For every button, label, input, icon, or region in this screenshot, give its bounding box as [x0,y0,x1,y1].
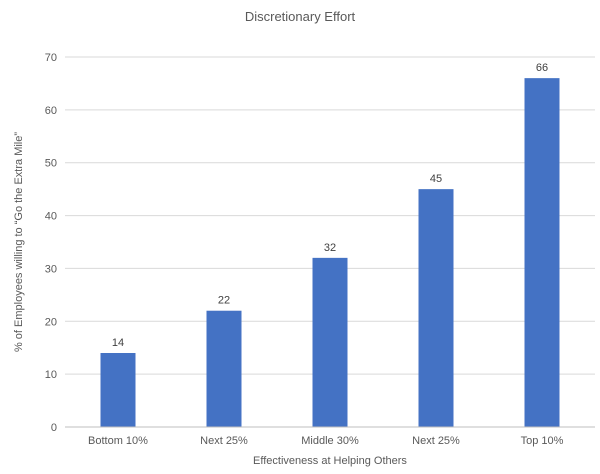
y-tick-label: 50 [45,158,57,170]
y-tick-label: 30 [45,263,57,275]
bar-value-labels-layer: 14 22 32 45 66 [112,62,548,349]
bar-value-label: 66 [536,62,548,74]
y-tick-label: 10 [45,369,57,381]
x-category-label: Next 25% [200,435,248,447]
bar [100,353,136,427]
x-axis-title: Effectiveness at Helping Others [253,455,407,467]
bar-value-label: 14 [112,337,124,349]
bars-layer [100,78,560,428]
bar-value-label: 22 [218,295,230,307]
y-tick-label: 40 [45,211,57,223]
bar-value-label: 45 [430,173,442,185]
x-category-label: Next 25% [412,435,460,447]
y-axis-title: % of Employees willing to “Go the Extra … [13,132,25,352]
bar [418,189,454,427]
y-tick-label: 60 [45,105,57,117]
chart-title: Discretionary Effort [245,9,356,24]
bar [312,257,348,427]
y-tick-label: 20 [45,316,57,328]
bar-value-label: 32 [324,242,336,254]
x-category-label: Bottom 10% [88,435,148,447]
x-category-label: Top 10% [521,435,564,447]
y-tick-label: 0 [51,422,57,434]
y-tick-label: 70 [45,52,57,64]
x-category-labels-layer: Bottom 10% Next 25% Middle 30% Next 25% Top … [88,435,564,447]
bar [206,310,242,427]
y-tick-labels-layer: 0 10 20 30 40 50 60 70 [45,52,57,434]
bar [524,78,560,428]
x-category-label: Middle 30% [301,435,359,447]
